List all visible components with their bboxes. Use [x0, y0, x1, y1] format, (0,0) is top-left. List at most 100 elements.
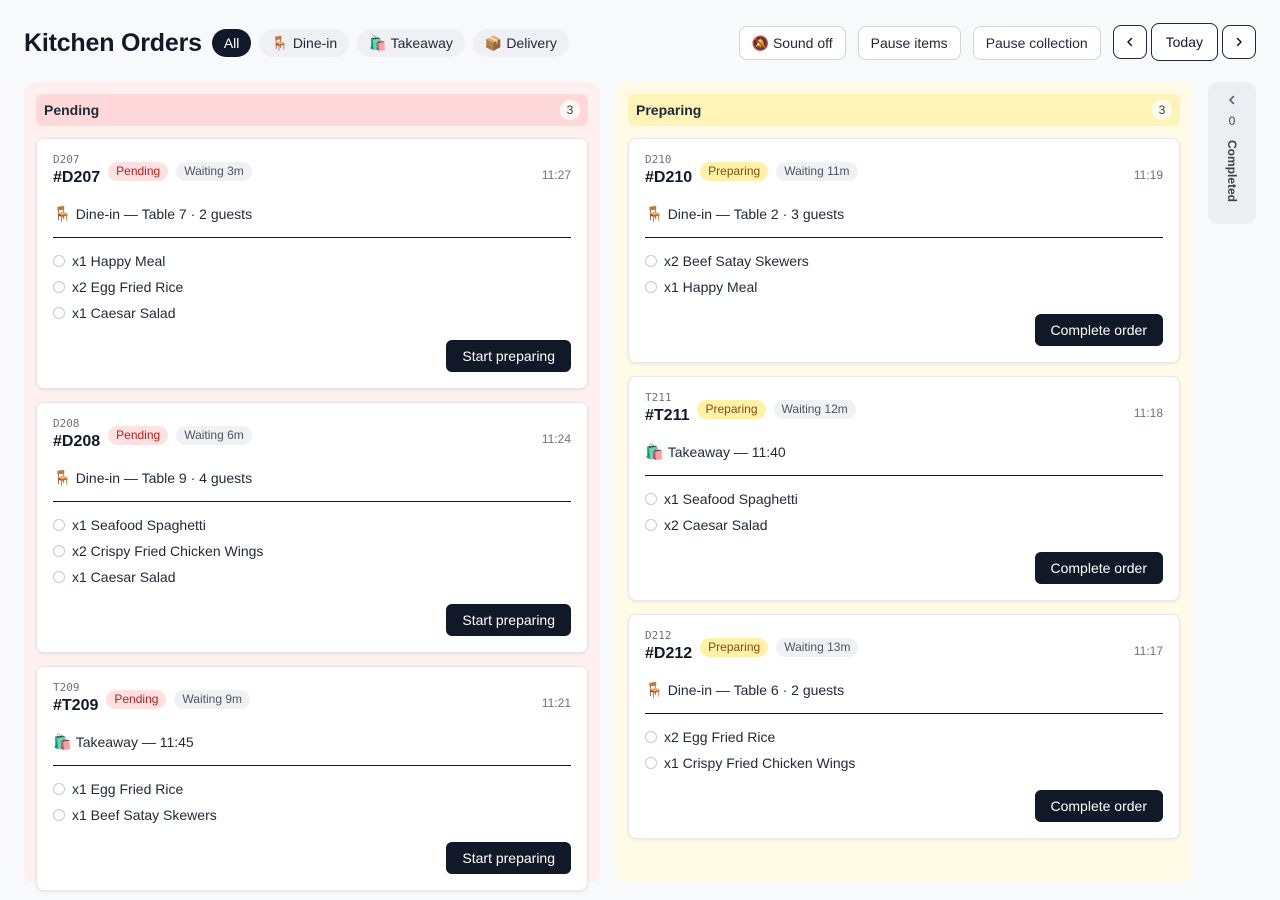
order-card[interactable]: D207 #D207 Pending Waiting 3m 11:27 🪑 Di… — [36, 138, 588, 389]
next-day-button[interactable] — [1222, 25, 1256, 59]
order-item: x1 Happy Meal — [645, 274, 1163, 300]
item-checkbox[interactable] — [645, 281, 657, 293]
complete-order-button[interactable]: Complete order — [1034, 314, 1163, 346]
order-items: x1 Happy Meal x2 Egg Fried Rice x1 Caesa… — [53, 248, 571, 326]
service-text: Dine-in — Table 7 · 2 guests — [75, 206, 253, 222]
waiting-badge: Waiting 11m — [776, 161, 858, 181]
item-label: x2 Caesar Salad — [664, 517, 768, 533]
service-text: Dine-in — Table 9 · 4 guests — [75, 470, 253, 486]
shopping-bag-icon: 🛍️ — [645, 444, 664, 461]
filter-delivery[interactable]: 📦 Delivery — [472, 29, 569, 57]
order-items: x1 Seafood Spaghetti x2 Crispy Fried Chi… — [53, 512, 571, 590]
status-badge: Pending — [108, 161, 169, 181]
filter-takeaway[interactable]: 🛍️ Takeaway — [357, 29, 465, 57]
order-item: x1 Beef Satay Skewers — [53, 802, 571, 828]
item-checkbox[interactable] — [645, 757, 657, 769]
filter-takeaway-label: Takeaway — [390, 35, 453, 51]
preparing-column-header: Preparing 3 — [628, 94, 1180, 126]
chair-icon: 🪑 — [53, 470, 72, 487]
order-time: 11:21 — [541, 696, 571, 710]
item-label: x1 Happy Meal — [72, 253, 166, 269]
item-checkbox[interactable] — [53, 281, 65, 293]
item-checkbox[interactable] — [645, 493, 657, 505]
item-checkbox[interactable] — [53, 783, 65, 795]
today-button[interactable]: Today — [1150, 23, 1218, 61]
pause-collection-button[interactable]: Pause collection — [972, 26, 1101, 60]
order-item: x1 Seafood Spaghetti — [53, 512, 571, 538]
filter-dine-in-label: Dine-in — [292, 35, 338, 51]
completed-column-collapsed[interactable]: 0 Completed — [1208, 82, 1256, 224]
order-number: #D208 — [53, 433, 101, 450]
service-text: Dine-in — Table 6 · 2 guests — [667, 682, 845, 698]
order-item: x2 Egg Fried Rice — [53, 274, 571, 300]
service-info: 🪑 Dine-in — Table 9 · 4 guests — [53, 469, 571, 502]
service-text: Dine-in — Table 2 · 3 guests — [667, 206, 845, 222]
service-text: Takeaway — 11:45 — [75, 734, 194, 750]
order-card[interactable]: D208 #D208 Pending Waiting 6m 11:24 🪑 Di… — [36, 402, 588, 653]
start-preparing-button[interactable]: Start preparing — [446, 340, 571, 372]
chair-icon: 🪑 — [271, 34, 289, 51]
order-item: x1 Seafood Spaghetti — [645, 486, 1163, 512]
status-badge: Pending — [106, 689, 167, 709]
filter-all[interactable]: All — [211, 29, 252, 57]
page-title: Kitchen Orders — [24, 28, 202, 57]
item-checkbox[interactable] — [645, 519, 657, 531]
item-checkbox[interactable] — [645, 731, 657, 743]
service-info: 🪑 Dine-in — Table 7 · 2 guests — [53, 205, 571, 238]
item-label: x2 Egg Fried Rice — [72, 279, 184, 295]
status-badge: Preparing — [700, 161, 769, 181]
service-info: 🛍️ Takeaway — 11:40 — [645, 443, 1163, 476]
filter-dine-in[interactable]: 🪑 Dine-in — [259, 29, 350, 57]
chair-icon: 🪑 — [645, 206, 664, 223]
complete-order-button[interactable]: Complete order — [1034, 552, 1163, 584]
order-time: 11:17 — [1133, 644, 1163, 658]
order-item: x1 Happy Meal — [53, 248, 571, 274]
chevron-left-icon[interactable] — [1226, 94, 1238, 106]
order-items: x2 Beef Satay Skewers x1 Happy Meal — [645, 248, 1163, 300]
chevron-left-icon — [1126, 37, 1132, 47]
order-card[interactable]: D210 #D210 Preparing Waiting 11m 11:19 🪑… — [628, 138, 1180, 363]
order-number: #D212 — [645, 645, 693, 662]
pending-column: Pending 3 D207 #D207 Pending Waiting 3m … — [24, 82, 600, 891]
item-checkbox[interactable] — [53, 809, 65, 821]
order-item: x2 Caesar Salad — [645, 512, 1163, 538]
order-card[interactable]: D212 #D212 Preparing Waiting 13m 11:17 🪑… — [628, 614, 1180, 839]
prev-day-button[interactable] — [1112, 25, 1147, 59]
order-item: x1 Caesar Salad — [53, 564, 571, 590]
item-label: x2 Crispy Fried Chicken Wings — [72, 543, 264, 559]
item-label: x1 Beef Satay Skewers — [72, 807, 217, 823]
shopping-bag-icon: 🛍️ — [369, 34, 387, 51]
item-checkbox[interactable] — [53, 545, 65, 557]
status-badge: Preparing — [697, 399, 766, 419]
start-preparing-button[interactable]: Start preparing — [446, 842, 571, 874]
item-checkbox[interactable] — [53, 571, 65, 583]
column-title: Pending — [44, 102, 100, 118]
order-ref: D207 — [53, 153, 80, 166]
pause-items-button[interactable]: Pause items — [857, 26, 961, 60]
item-checkbox[interactable] — [53, 255, 65, 267]
start-preparing-button[interactable]: Start preparing — [446, 604, 571, 636]
item-checkbox[interactable] — [53, 519, 65, 531]
order-number: #D210 — [645, 169, 693, 186]
item-label: x1 Caesar Salad — [72, 305, 176, 321]
date-nav: Today — [1112, 23, 1256, 61]
shopping-bag-icon: 🛍️ — [53, 734, 72, 751]
order-time: 11:18 — [1133, 406, 1163, 420]
waiting-badge: Waiting 9m — [174, 689, 250, 709]
complete-order-button[interactable]: Complete order — [1034, 790, 1163, 822]
order-ref: T211 — [645, 391, 672, 404]
item-checkbox[interactable] — [53, 307, 65, 319]
order-card[interactable]: T209 #T209 Pending Waiting 9m 11:21 🛍️ T… — [36, 666, 588, 891]
order-card[interactable]: T211 #T211 Preparing Waiting 12m 11:18 🛍… — [628, 376, 1180, 601]
sound-toggle-button[interactable]: 🔕 Sound off — [738, 26, 846, 60]
chevron-right-icon — [1236, 37, 1242, 47]
order-number: #D207 — [53, 169, 101, 186]
column-count-badge: 3 — [560, 100, 580, 120]
order-item: x1 Egg Fried Rice — [53, 776, 571, 802]
waiting-badge: Waiting 6m — [176, 425, 252, 445]
chair-icon: 🪑 — [645, 682, 664, 699]
order-time: 11:19 — [1133, 168, 1163, 182]
item-label: x2 Egg Fried Rice — [664, 729, 776, 745]
item-checkbox[interactable] — [645, 255, 657, 267]
column-count-badge: 3 — [1152, 100, 1172, 120]
